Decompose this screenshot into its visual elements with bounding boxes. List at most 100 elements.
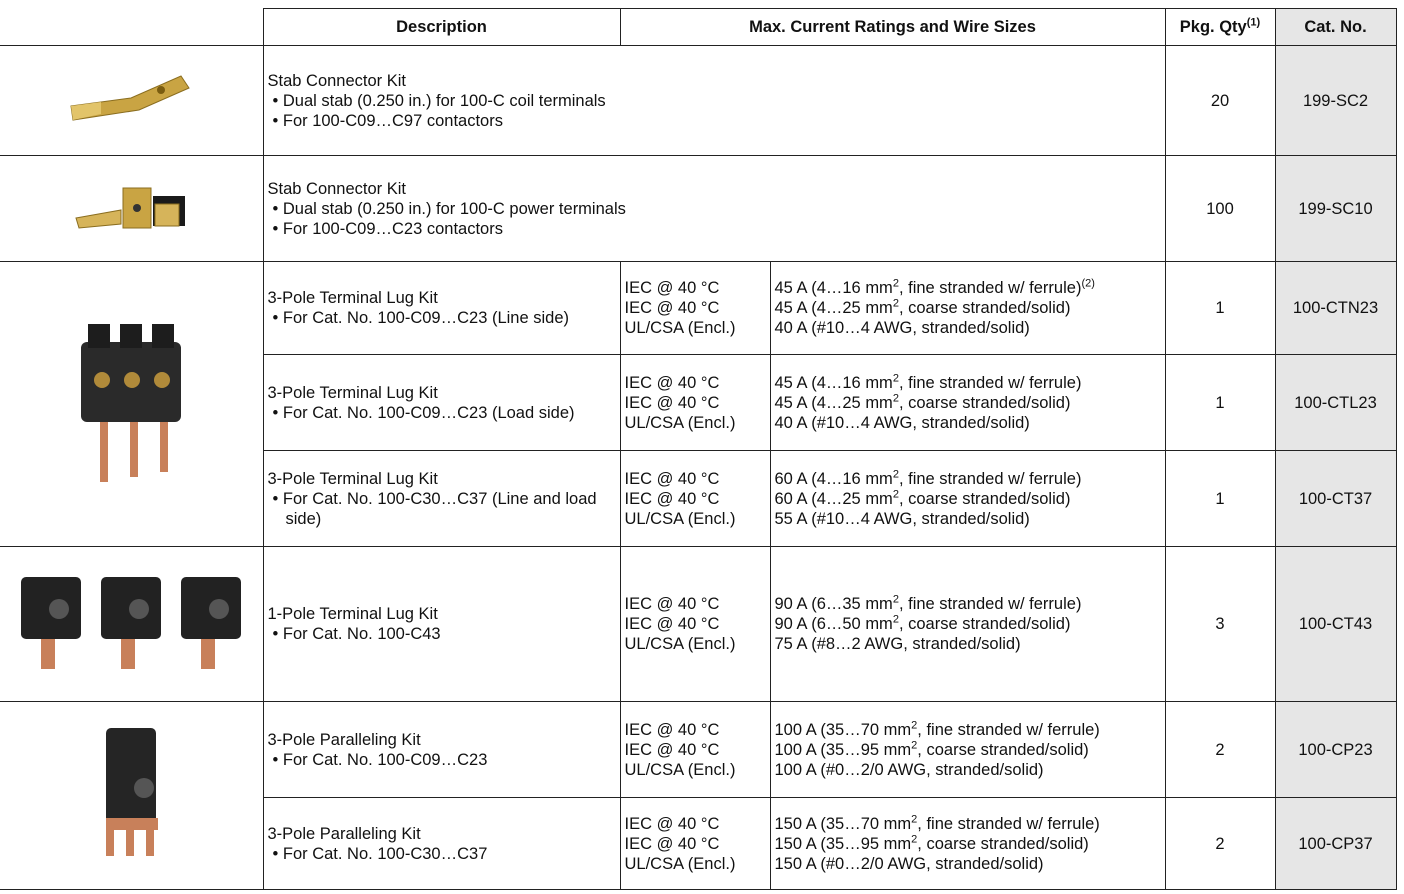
picture-part [133, 204, 142, 212]
product-image [0, 155, 264, 262]
conditions-cell: IEC @ 40 °C IEC @ 40 °C UL/CSA (Encl.) [619, 450, 771, 547]
picture-part [100, 421, 109, 482]
bullet-line: • For Cat. No. 100-C09…C23 (Line side) [272, 309, 570, 327]
rating-line: 150 A (#0…2/0 AWG, stranded/solid) [775, 854, 1161, 874]
condition: IEC @ 40 °C [624, 595, 720, 613]
bullet-text: For Cat. No. 100-C09…C23 (Line side) [282, 309, 569, 327]
bullet-line: • For Cat. No. 100-C30…C37 (Line and loa… [272, 489, 597, 528]
rating-superscript: 2 [892, 392, 899, 404]
rating-text: , fine stranded w/ ferrule) [898, 469, 1082, 488]
bullet-line: • Dual stab (0.250 in.) for 100-C power … [272, 199, 626, 218]
footnote-ref: (1) [1246, 16, 1261, 29]
picture-part [70, 75, 190, 121]
condition: IEC @ 40 °C [624, 615, 720, 633]
cat-no: 199-SC2 [1274, 45, 1397, 156]
picture-part [201, 638, 216, 669]
rating-line: 40 A (#10…4 AWG, stranded/solid) [775, 318, 1161, 338]
rating-text: 55 A (#10…4 AWG, stranded/solid) [774, 509, 1030, 528]
rating-text: 45 A (4…16 mm [774, 279, 893, 297]
rating-line: 150 A (35…70 mm2, fine stranded w/ ferru… [775, 814, 1161, 834]
table-body: Stab Connector Kit • Dual stab (0.250 in.… [0, 45, 1397, 890]
header-pkg-qty: Pkg. Qty(1) [1164, 8, 1276, 46]
description-cell: 3-Pole Terminal Lug Kit • For Cat. No. 10… [262, 450, 621, 547]
bullet-text: Dual stab (0.250 in.) for 100-C power te… [282, 199, 626, 218]
condition: IEC @ 40 °C [624, 393, 720, 412]
table-row: 3-Pole Terminal Lug Kit • For Cat. No. 10… [0, 354, 1397, 451]
bullet-text: For Cat. No. 100-C09…C23 (Load side) [282, 403, 575, 422]
pkg-qty: 2 [1164, 797, 1276, 890]
rating-line: 55 A (#10…4 AWG, stranded/solid) [775, 509, 1161, 529]
header-pkg-qty-text: Pkg. Qty [1179, 18, 1247, 36]
picture-part [146, 828, 155, 856]
rating-text: 75 A (#8…2 AWG, stranded/solid) [774, 635, 1021, 653]
item-title: Stab Connector Kit [267, 71, 407, 90]
pkg-qty: 20 [1164, 45, 1276, 156]
item-title: 3-Pole Terminal Lug Kit [267, 289, 438, 307]
item-title: 3-Pole Paralleling Kit [267, 824, 421, 843]
description-cell: 3-Pole Terminal Lug Kit • For Cat. No. 10… [262, 261, 621, 355]
table-row: 3-Pole Terminal Lug Kit • For Cat. No. 10… [0, 261, 1397, 547]
rating-superscript: 2 [911, 833, 918, 845]
description-cell: 1-Pole Terminal Lug Kit • For Cat. No. 10… [262, 546, 621, 702]
picture-part [21, 576, 242, 669]
picture-part [157, 86, 166, 94]
ratings-cell: 45 A (4…16 mm2, fine stranded w/ ferrule… [769, 261, 1166, 355]
rating-text: 45 A (4…16 mm [774, 373, 893, 392]
rating-text: 60 A (4…25 mm [774, 489, 893, 508]
rating-line: 100 A (#0…2/0 AWG, stranded/solid) [775, 760, 1161, 780]
cat-no: 199-SC10 [1274, 155, 1397, 262]
product-image [0, 701, 264, 890]
rating-text: , fine stranded w/ ferrule) [898, 373, 1082, 392]
rating-text: , coarse stranded/solid) [898, 615, 1071, 633]
condition: IEC @ 40 °C [624, 720, 720, 739]
ratings-cell: 100 A (35…70 mm2, fine stranded w/ ferru… [769, 701, 1166, 798]
picture-part [81, 323, 182, 482]
bullet-line: • For 100-C09…C97 contactors [272, 111, 503, 130]
rating-line: 45 A (4…25 mm2, coarse stranded/solid) [775, 393, 1161, 413]
bullet-line: • For Cat. No. 100-C09…C23 [272, 750, 488, 769]
rating-line: 75 A (#8…2 AWG, stranded/solid) [775, 634, 1161, 654]
conditions-cell: IEC @ 40 °C IEC @ 40 °C UL/CSA (Encl.) [619, 546, 771, 702]
rating-line: 60 A (4…25 mm2, coarse stranded/solid) [775, 489, 1161, 509]
rating-text: 150 A (35…95 mm [774, 834, 912, 853]
condition: IEC @ 40 °C [624, 299, 720, 317]
rating-superscript: 2 [892, 277, 899, 290]
bullet-text: For Cat. No. 100-C43 [282, 625, 441, 643]
condition: IEC @ 40 °C [624, 373, 720, 392]
rating-superscript: 2 [892, 593, 899, 606]
item-title: 3-Pole Terminal Lug Kit [267, 383, 438, 402]
rating-text: 40 A (#10…4 AWG, stranded/solid) [774, 413, 1030, 432]
condition: IEC @ 40 °C [624, 834, 720, 853]
product-image [0, 45, 264, 156]
picture-part [49, 598, 230, 619]
conditions-cell: IEC @ 40 °C IEC @ 40 °C UL/CSA (Encl.) [619, 354, 771, 451]
bullet-line: • For Cat. No. 100-C30…C37 [272, 844, 488, 863]
rating-line: 90 A (6…50 mm2, coarse stranded/solid) [775, 614, 1161, 634]
bullet-text: For 100-C09…C97 contactors [282, 111, 503, 130]
item-title: 3-Pole Terminal Lug Kit [267, 469, 438, 488]
condition: UL/CSA (Encl.) [624, 635, 736, 653]
pkg-qty: 1 [1164, 450, 1276, 547]
table-row: 3-Pole Terminal Lug Kit • For Cat. No. 10… [0, 450, 1397, 547]
picture-part [121, 638, 136, 669]
rating-line: 150 A (35…95 mm2, coarse stranded/solid) [775, 834, 1161, 854]
rating-text: , coarse stranded/solid) [898, 489, 1071, 508]
rating-superscript: 2 [892, 613, 899, 626]
picture-part [71, 102, 102, 120]
bullet-line: • For Cat. No. 100-C43 [272, 625, 441, 643]
item-title: 3-Pole Paralleling Kit [267, 730, 421, 749]
rating-line: 45 A (4…25 mm2, coarse stranded/solid) [775, 298, 1161, 318]
rating-line: 40 A (#10…4 AWG, stranded/solid) [775, 413, 1161, 433]
rating-line: 90 A (6…35 mm2, fine stranded w/ ferrule… [775, 594, 1161, 614]
rating-text: , fine stranded w/ ferrule) [917, 720, 1100, 739]
header-row: Description Max. Current Ratings and Wir… [0, 8, 1397, 46]
bullet-text: For 100-C09…C23 contactors [282, 219, 503, 238]
rating-superscript: 2 [911, 813, 918, 825]
rating-line: 60 A (4…16 mm2, fine stranded w/ ferrule… [775, 469, 1161, 489]
rating-text: 150 A (#0…2/0 AWG, stranded/solid) [774, 854, 1044, 873]
pkg-qty: 1 [1164, 261, 1276, 355]
picture-part [154, 371, 171, 388]
picture-part [88, 323, 111, 348]
rating-text: 40 A (#10…4 AWG, stranded/solid) [774, 319, 1030, 337]
